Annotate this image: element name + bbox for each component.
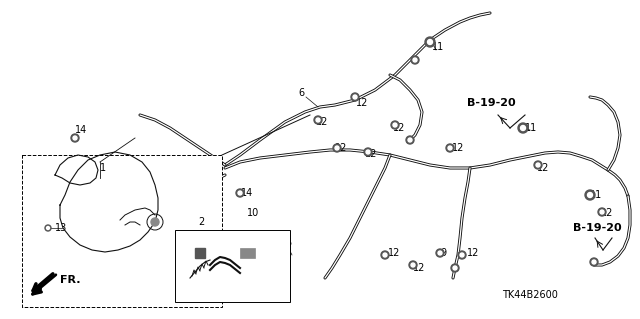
Circle shape — [458, 251, 466, 259]
Text: 14: 14 — [75, 125, 87, 135]
Bar — [195, 248, 205, 258]
Circle shape — [460, 253, 464, 257]
Circle shape — [518, 123, 528, 133]
Bar — [240, 248, 255, 258]
Circle shape — [590, 258, 598, 266]
Text: 7: 7 — [280, 247, 286, 257]
Text: 9: 9 — [440, 248, 446, 258]
Circle shape — [534, 161, 542, 169]
Circle shape — [600, 210, 604, 214]
Circle shape — [411, 263, 415, 267]
Text: TK44B2600: TK44B2600 — [502, 290, 558, 300]
Circle shape — [413, 58, 417, 62]
Circle shape — [451, 264, 459, 272]
Circle shape — [409, 261, 417, 269]
Text: B-19-20: B-19-20 — [573, 223, 621, 233]
Text: 3: 3 — [263, 256, 269, 266]
Circle shape — [45, 225, 51, 231]
Circle shape — [585, 190, 595, 200]
Circle shape — [73, 136, 77, 140]
Text: 12: 12 — [335, 143, 348, 153]
Text: 12: 12 — [316, 117, 328, 127]
Circle shape — [428, 40, 433, 44]
Text: 4: 4 — [244, 247, 250, 257]
Circle shape — [333, 144, 341, 152]
Circle shape — [314, 116, 322, 124]
Text: 12: 12 — [601, 208, 613, 218]
Text: 11: 11 — [525, 123, 537, 133]
Circle shape — [453, 266, 457, 270]
Circle shape — [406, 136, 414, 144]
Circle shape — [598, 208, 606, 216]
Circle shape — [425, 37, 435, 47]
Circle shape — [446, 144, 454, 152]
Circle shape — [366, 150, 370, 154]
Circle shape — [436, 249, 444, 257]
Circle shape — [438, 251, 442, 255]
Text: 11: 11 — [590, 190, 602, 200]
Text: 11: 11 — [432, 42, 444, 52]
Circle shape — [393, 123, 397, 127]
Circle shape — [151, 218, 159, 226]
Circle shape — [71, 134, 79, 142]
Circle shape — [316, 118, 320, 122]
Circle shape — [408, 138, 412, 142]
Circle shape — [588, 192, 593, 197]
Circle shape — [47, 226, 49, 229]
Text: 14: 14 — [241, 188, 253, 198]
Bar — [175, 230, 290, 302]
Circle shape — [238, 191, 242, 195]
Text: FR.: FR. — [60, 275, 81, 285]
Circle shape — [351, 93, 359, 101]
Circle shape — [536, 163, 540, 167]
Text: 2: 2 — [198, 217, 204, 227]
Text: 12: 12 — [393, 123, 405, 133]
Text: 6: 6 — [298, 88, 304, 98]
Circle shape — [335, 146, 339, 150]
Circle shape — [353, 95, 357, 99]
Circle shape — [592, 260, 596, 264]
Bar — [22, 155, 222, 307]
Text: 12: 12 — [365, 149, 378, 159]
Text: 1: 1 — [100, 163, 106, 173]
Circle shape — [391, 121, 399, 129]
Text: 12: 12 — [356, 98, 369, 108]
Text: 12: 12 — [467, 248, 479, 258]
Circle shape — [236, 189, 244, 197]
Text: 12: 12 — [413, 263, 426, 273]
Circle shape — [381, 251, 389, 259]
Text: 12: 12 — [452, 143, 465, 153]
Text: 13: 13 — [55, 223, 67, 233]
Text: 12: 12 — [388, 248, 401, 258]
Text: 10: 10 — [247, 208, 259, 218]
Text: 5: 5 — [285, 238, 291, 248]
Circle shape — [383, 253, 387, 257]
Text: 8: 8 — [247, 264, 253, 274]
Text: 12: 12 — [537, 163, 549, 173]
Circle shape — [411, 56, 419, 64]
Circle shape — [364, 148, 372, 156]
Circle shape — [448, 146, 452, 150]
Text: B-19-20: B-19-20 — [467, 98, 516, 108]
Circle shape — [520, 125, 525, 130]
